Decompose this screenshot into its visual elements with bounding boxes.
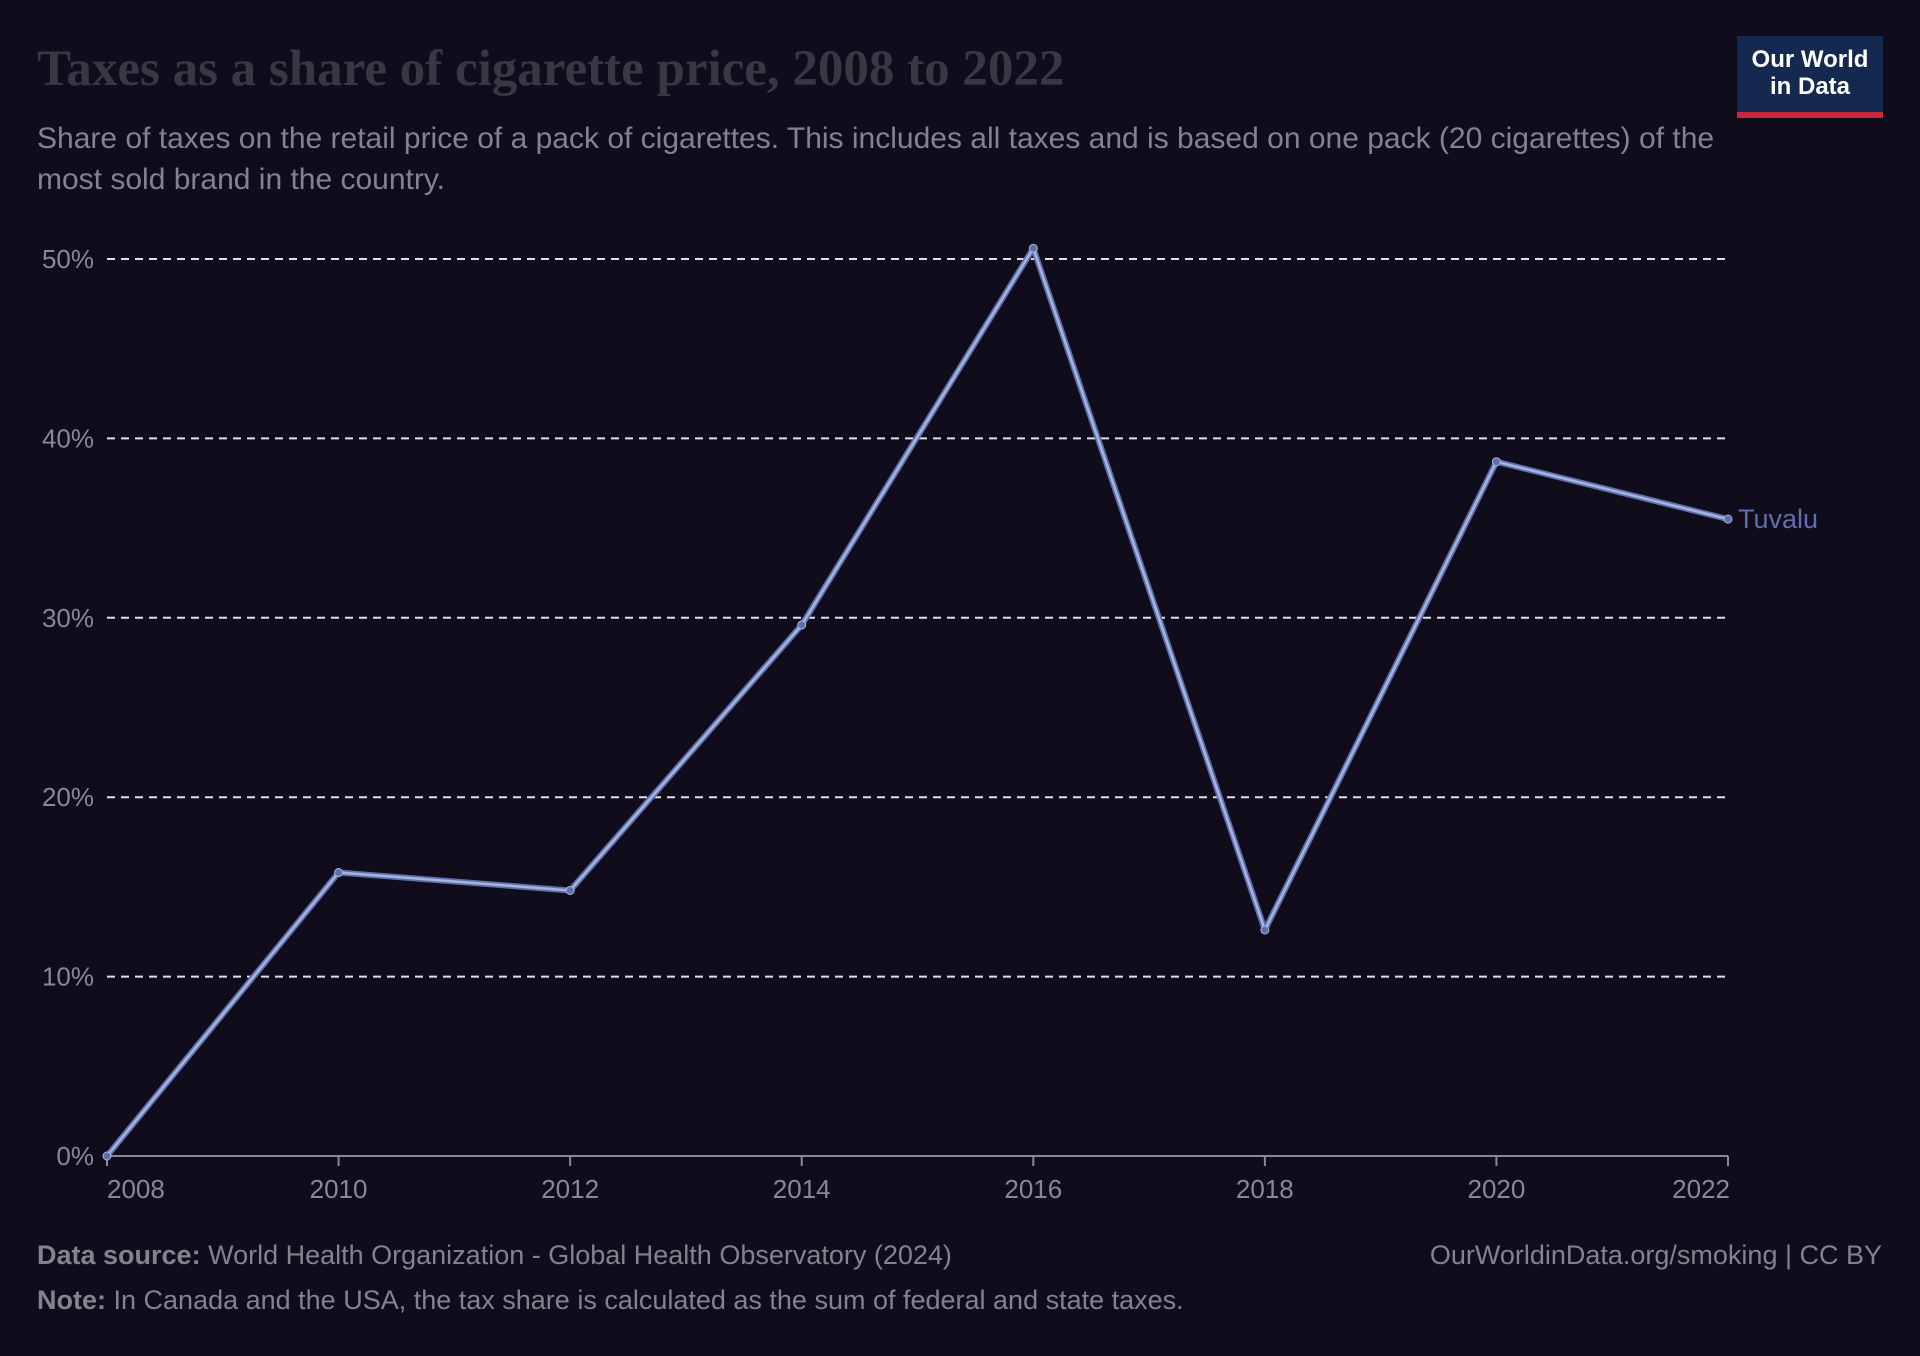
data-point-2022[interactable] [1723,514,1733,524]
note-text: In Canada and the USA, the tax share is … [113,1285,1184,1315]
y-tick-label-50: 50% [42,244,94,274]
x-tick-label-2016: 2016 [1004,1174,1062,1204]
series-label-tuvalu[interactable]: Tuvalu [1738,504,1818,534]
data-point-2014[interactable] [797,620,807,630]
data-point-2018[interactable] [1260,925,1270,935]
data-source-text: World Health Organization - Global Healt… [208,1240,952,1270]
y-tick-label-10: 10% [42,962,94,992]
series-line-outline [104,245,1729,1158]
x-tick-label-2010: 2010 [310,1174,368,1204]
data-point-2020[interactable] [1491,457,1501,467]
data-point-2008[interactable] [102,1151,112,1161]
x-tick-label-2020: 2020 [1468,1174,1526,1204]
series-line-0 [106,246,1729,1157]
data-point-2016[interactable] [1028,243,1038,253]
chart-subtitle: Share of taxes on the retail price of a … [37,122,1715,196]
grid-lines [107,258,1728,978]
data-source: Data source: World Health Organization -… [37,1240,952,1271]
x-tick-label-2014: 2014 [773,1174,831,1204]
x-tick-label-2012: 2012 [541,1174,599,1204]
y-tick-label-40: 40% [42,423,94,453]
x-tick-label-2008: 2008 [107,1174,165,1204]
y-axis-ticks: 0% 10% 20% 30% 40% 50% [42,244,94,1171]
x-tick-label-2022: 2022 [1672,1174,1730,1204]
owid-logo[interactable]: Our World in Data [1737,36,1883,118]
x-axis: 2008 2010 2012 2014 2016 2018 2020 2022 [106,1155,1730,1204]
y-tick-label-20: 20% [42,782,94,812]
note-label: Note: [37,1285,106,1315]
logo-line-2: in Data [1769,73,1850,100]
logo-line-1: Our World [1751,46,1869,73]
source-url-link[interactable]: OurWorldinData.org/smoking | CC BY [1429,1240,1882,1270]
y-tick-label-30: 30% [42,603,94,633]
data-point-2012[interactable] [565,885,575,895]
data-point-2010[interactable] [334,868,344,878]
x-tick-label-2018: 2018 [1236,1174,1294,1204]
y-tick-label-0: 0% [56,1141,94,1171]
series-layer: Tuvalu [102,243,1818,1161]
chart-note: Note: In Canada and the USA, the tax sha… [37,1285,1184,1316]
chart-title: Taxes as a share of cigarette price, 200… [37,41,1065,97]
data-source-label: Data source: [37,1240,201,1270]
